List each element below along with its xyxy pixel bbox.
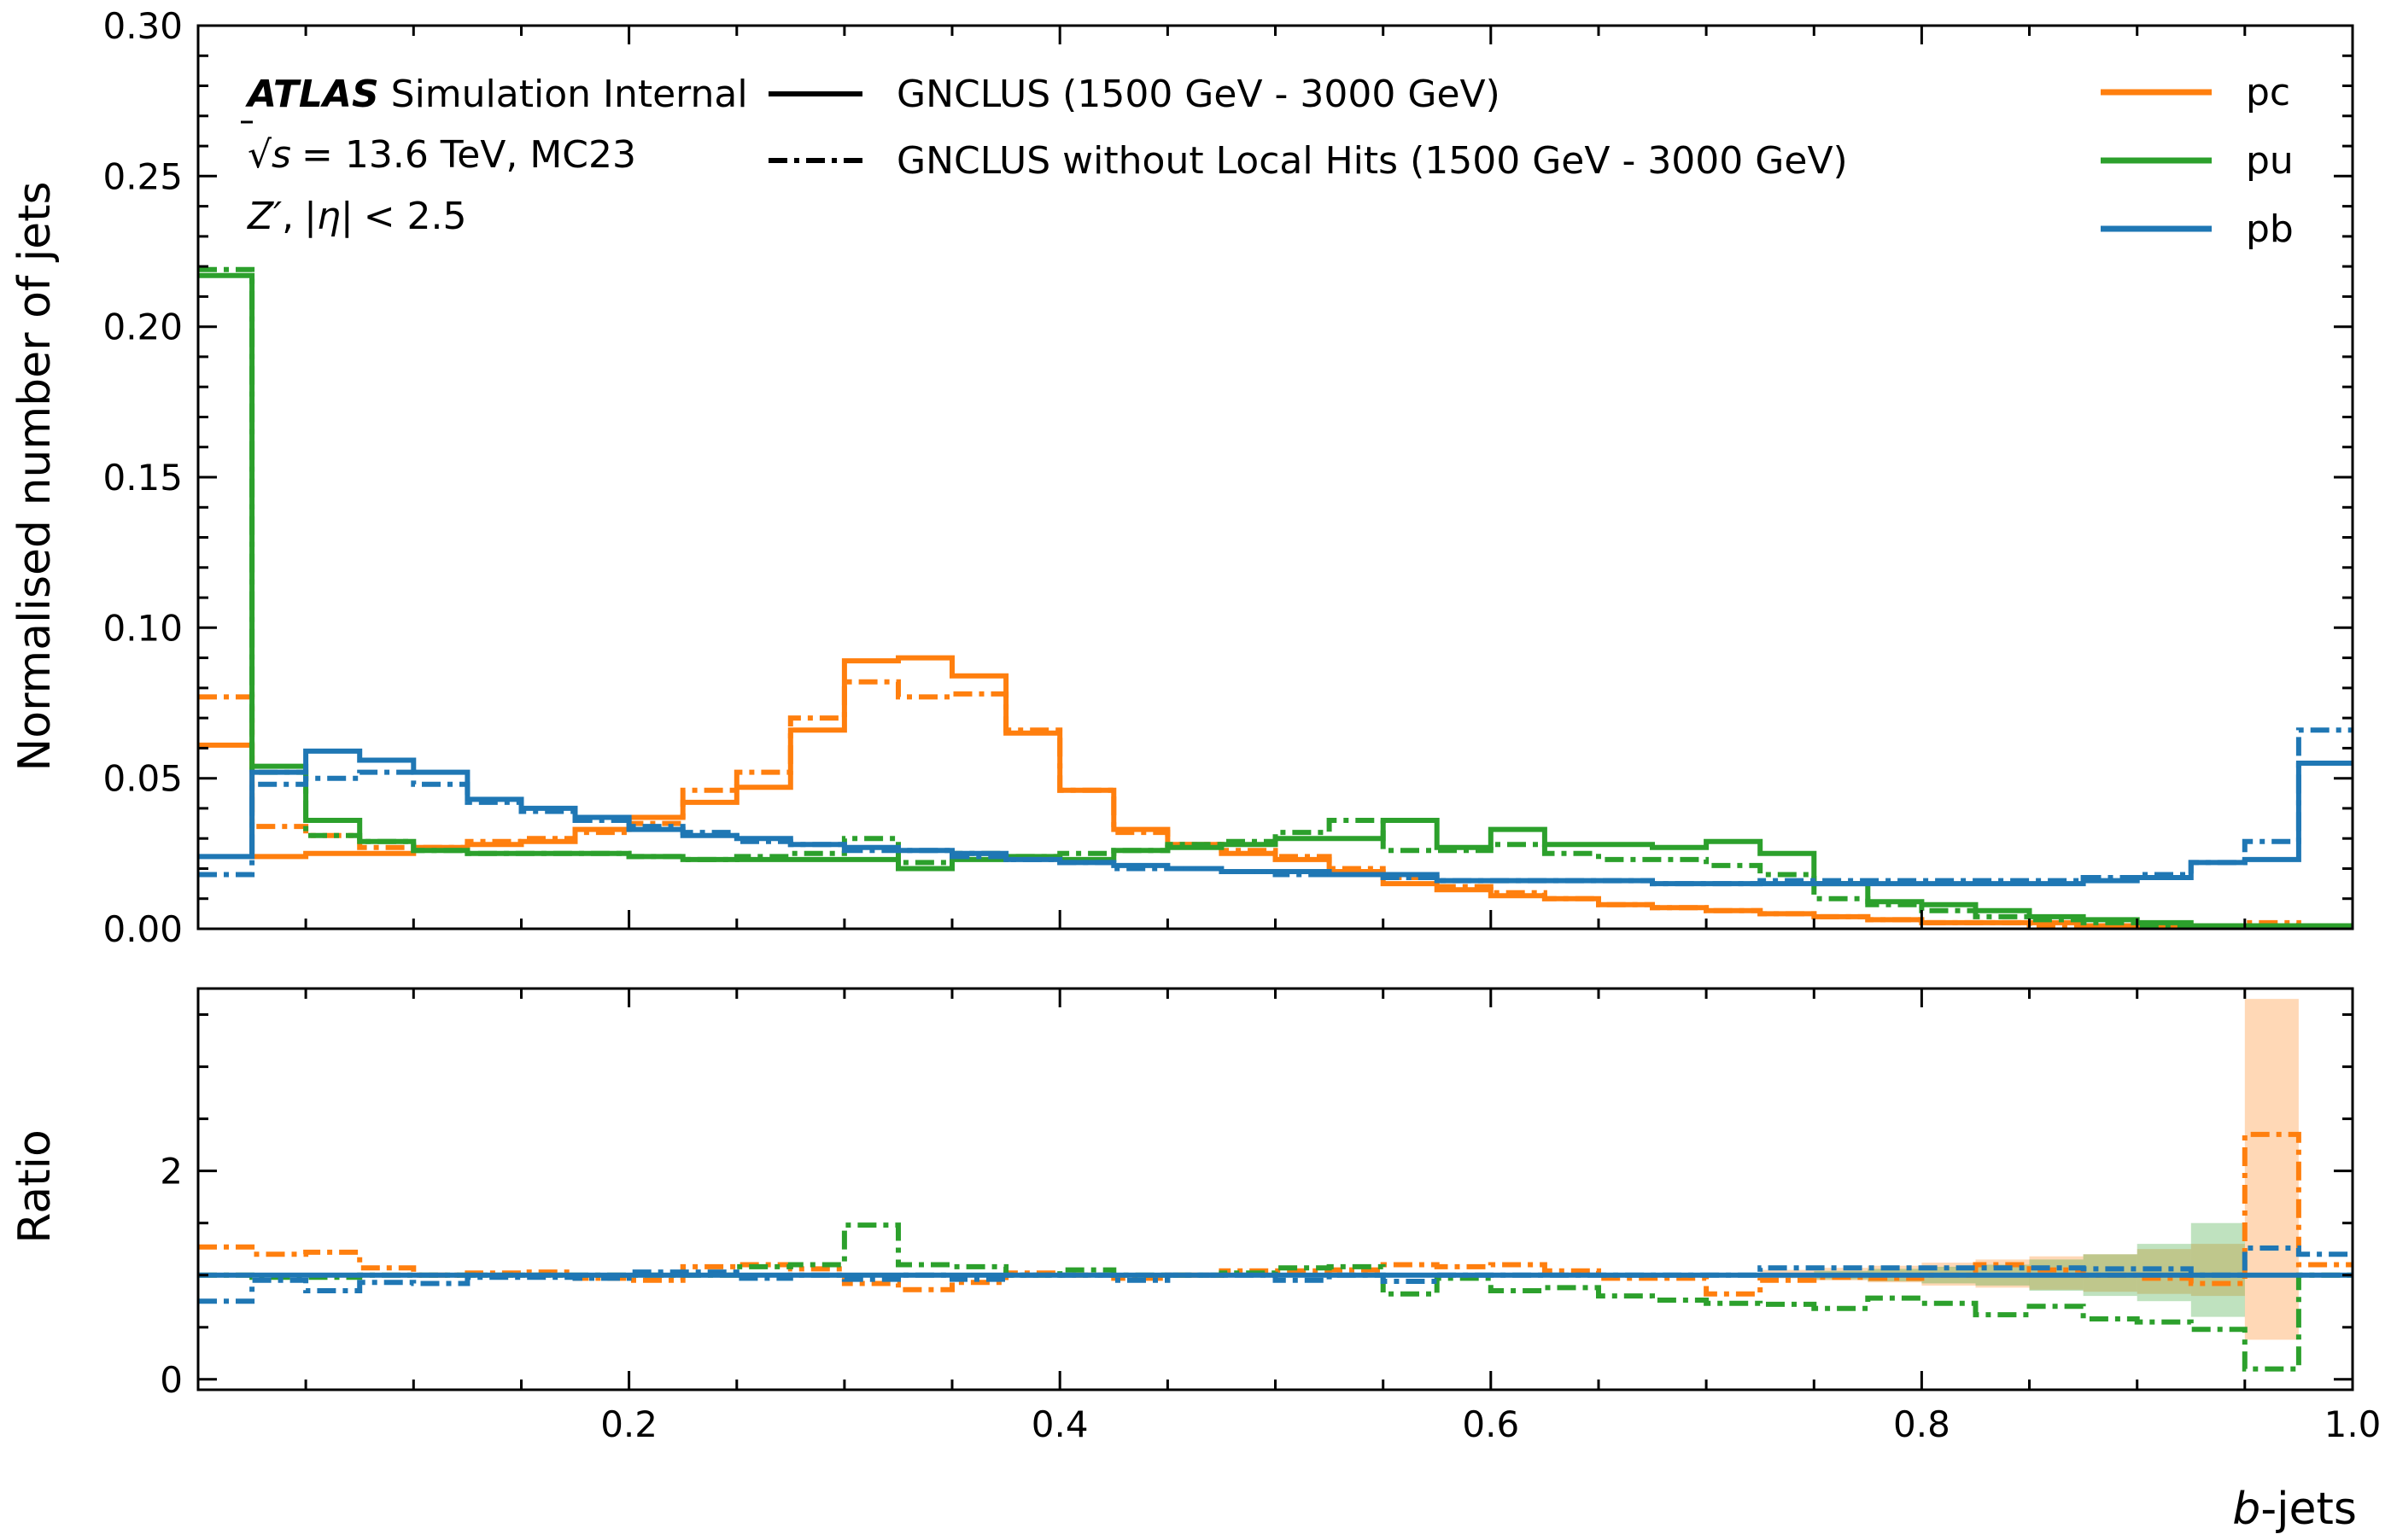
energy-rest: = 13.6 TeV, MC23 bbox=[301, 133, 636, 177]
bottom-ticks-layer: 0.2 0.4 0.6 0.8 1.0 0 2 bbox=[160, 989, 2381, 1445]
ratio-band-pu-bin bbox=[2190, 1222, 2245, 1317]
legend-classes: pc pu pb bbox=[2101, 71, 2294, 251]
bottom-y-axis-title: Ratio bbox=[9, 1129, 61, 1244]
ratio-band-pu-bin bbox=[2137, 1244, 2191, 1302]
top-y-axis-title: Normalised number of jets bbox=[9, 181, 61, 771]
top-ticks-layer: 0.00 0.05 0.10 0.15 0.20 0.25 0.30 bbox=[102, 5, 2353, 950]
y-tick-label: 0.30 bbox=[102, 5, 183, 47]
atlas-label-rest: Simulation Internal bbox=[391, 73, 748, 116]
selection-rest: < 2.5 bbox=[364, 195, 467, 238]
ratio-pc-line bbox=[198, 1131, 2353, 1297]
ratio-band-pc-bin bbox=[2137, 1249, 2191, 1294]
sqrt-s: s bbox=[272, 133, 291, 177]
x-tick-label: 0.8 bbox=[1893, 1403, 1950, 1445]
legend-styles: GNCLUS (1500 GeV - 3000 GeV) GNCLUS with… bbox=[769, 73, 1848, 183]
legend-pb-label: pb bbox=[2246, 207, 2294, 251]
series-pb-without-local-hits-line bbox=[198, 727, 2353, 887]
y-tick-label: 0.15 bbox=[102, 457, 183, 499]
atlas-label: ATLAS Simulation Internal bbox=[245, 73, 748, 116]
x-tick-label: 0.4 bbox=[1032, 1403, 1089, 1445]
bottom-panel: 0.2 0.4 0.6 0.8 1.0 0 2 bbox=[160, 987, 2381, 1445]
y-tick-label: 0.10 bbox=[102, 607, 183, 649]
y-tick-label: 2 bbox=[160, 1151, 183, 1193]
x-axis-title-italic: b bbox=[2232, 1484, 2260, 1535]
ratio-band-pc-bin bbox=[2244, 999, 2299, 1340]
top-panel: 0.00 0.05 0.10 0.15 0.20 0.25 0.30 bbox=[102, 5, 2354, 950]
top-plot-frame bbox=[196, 24, 2354, 930]
energy-label: √s = 13.6 TeV, MC23 bbox=[248, 133, 636, 177]
z-prime: Z′ bbox=[247, 195, 282, 238]
legend-pc-label: pc bbox=[2246, 71, 2290, 114]
ratio-band-pc-bin bbox=[2190, 1244, 2245, 1297]
atlas-label-bold: ATLAS bbox=[245, 73, 379, 116]
legend-pu-label: pu bbox=[2246, 139, 2294, 183]
bottom-series-layer bbox=[198, 1131, 2353, 1372]
legend-style-solid-label: GNCLUS (1500 GeV - 3000 GeV) bbox=[897, 73, 1500, 116]
y-tick-label: 0.00 bbox=[102, 908, 183, 950]
y-tick-label: 0.25 bbox=[102, 155, 183, 197]
eta-symbol: |η| bbox=[304, 195, 354, 238]
x-tick-label: 0.6 bbox=[1462, 1403, 1519, 1445]
series-pc-without-local-hits-line bbox=[198, 679, 2353, 929]
sqrt-symbol: √ bbox=[248, 133, 272, 177]
x-tick-label: 1.0 bbox=[2324, 1403, 2382, 1445]
bottom-plot-frame bbox=[196, 987, 2354, 1391]
x-axis-title-post: -jets bbox=[2260, 1484, 2357, 1535]
y-tick-label: 0.20 bbox=[102, 306, 183, 348]
atlas-annotation: ATLAS Simulation Internal √s = 13.6 TeV, M… bbox=[241, 73, 748, 238]
y-tick-label: 0 bbox=[160, 1359, 183, 1401]
legend-style-dashdot-label: GNCLUS without Local Hits (1500 GeV - 30… bbox=[897, 139, 1848, 183]
y-tick-label: 0.05 bbox=[102, 758, 183, 800]
x-tick-label: 0.2 bbox=[600, 1403, 658, 1445]
selection-comma: , bbox=[282, 195, 294, 238]
selection-label: Z′, |η| < 2.5 bbox=[247, 195, 467, 238]
x-axis-title: b-jets bbox=[2232, 1484, 2357, 1535]
